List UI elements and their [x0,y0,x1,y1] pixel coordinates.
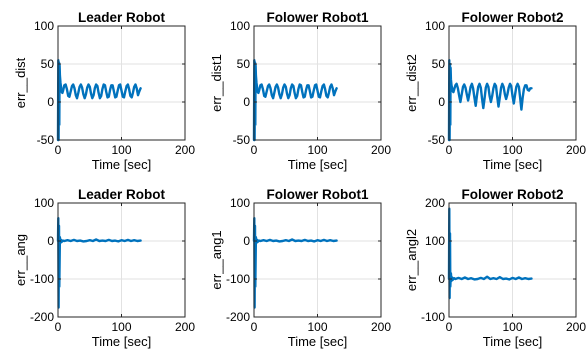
y-tick-label: 100 [230,196,250,210]
x-axis-label: Time [sec] [483,157,542,172]
x-tick-label: 200 [566,143,586,157]
y-tick-label: 0 [438,272,445,286]
x-tick-label: 200 [371,320,391,334]
x-tick-label: 100 [307,143,327,157]
y-tick-label: -100 [226,272,250,286]
x-tick-label: 0 [446,320,453,334]
y-tick-label: 100 [425,19,445,33]
y-tick-label: 100 [34,19,54,33]
y-tick-label: 50 [432,57,446,71]
subplot-4: 0 100 200 -200 -100 0 100 Leader Robot Time [sec… [13,187,195,349]
subplot-title: Folower Robot1 [267,10,369,25]
x-axis-label: Time [sec] [483,334,542,349]
series-line [447,59,533,142]
y-axis-label: err__ang1 [209,230,224,289]
y-tick-label: 50 [237,57,251,71]
y-axis-label: err__dist1 [209,54,224,112]
y-tick-label: -50 [428,133,446,147]
y-tick-label: 100 [230,19,250,33]
x-tick-label: 200 [175,320,195,334]
x-tick-label: 100 [111,143,131,157]
series-line [56,59,142,142]
x-tick-label: 100 [502,320,522,334]
x-axis-label: Time [sec] [288,334,347,349]
y-tick-label: 100 [425,234,445,248]
x-tick-label: 0 [251,143,258,157]
series-line [447,207,533,300]
x-axis-label: Time [sec] [288,157,347,172]
subplot-title: Folower Robot2 [462,187,564,202]
x-tick-label: 0 [55,143,62,157]
subplot-5: 0 100 200 -200 -100 0 100 Folower Robot1 Time [s… [209,187,391,349]
y-tick-label: 0 [438,95,445,109]
subplot-title: Leader Robot [78,187,166,202]
x-tick-label: 200 [175,143,195,157]
y-axis-label: err__angl2 [404,229,419,291]
series-line [252,59,338,142]
subplot-title: Leader Robot [78,10,166,25]
x-tick-label: 100 [111,320,131,334]
x-axis-label: Time [sec] [92,157,151,172]
x-tick-label: 100 [502,143,522,157]
x-axis-label: Time [sec] [92,334,151,349]
y-tick-label: 0 [243,234,250,248]
y-tick-label: -200 [226,310,250,324]
y-tick-label: -100 [421,310,445,324]
x-tick-label: 200 [371,143,391,157]
y-tick-label: 100 [34,196,54,210]
y-tick-label: 200 [425,196,445,210]
y-tick-label: 0 [47,234,54,248]
subplot-title: Folower Robot2 [462,10,564,25]
x-tick-label: 100 [307,320,327,334]
y-axis-label: err__dist2 [404,54,419,112]
y-tick-label: -200 [30,310,54,324]
y-tick-label: 50 [41,57,55,71]
subplot-title: Folower Robot1 [267,187,369,202]
y-tick-label: 0 [243,95,250,109]
y-tick-label: -100 [30,272,54,286]
y-axis-label: err__dist [13,57,28,108]
x-tick-label: 0 [446,143,453,157]
y-tick-label: 0 [47,95,54,109]
x-tick-label: 0 [251,320,258,334]
y-axis-label: err__ang [13,234,28,286]
x-tick-label: 0 [55,320,62,334]
y-tick-label: -50 [37,133,55,147]
y-tick-label: -50 [233,133,251,147]
x-tick-label: 200 [566,320,586,334]
